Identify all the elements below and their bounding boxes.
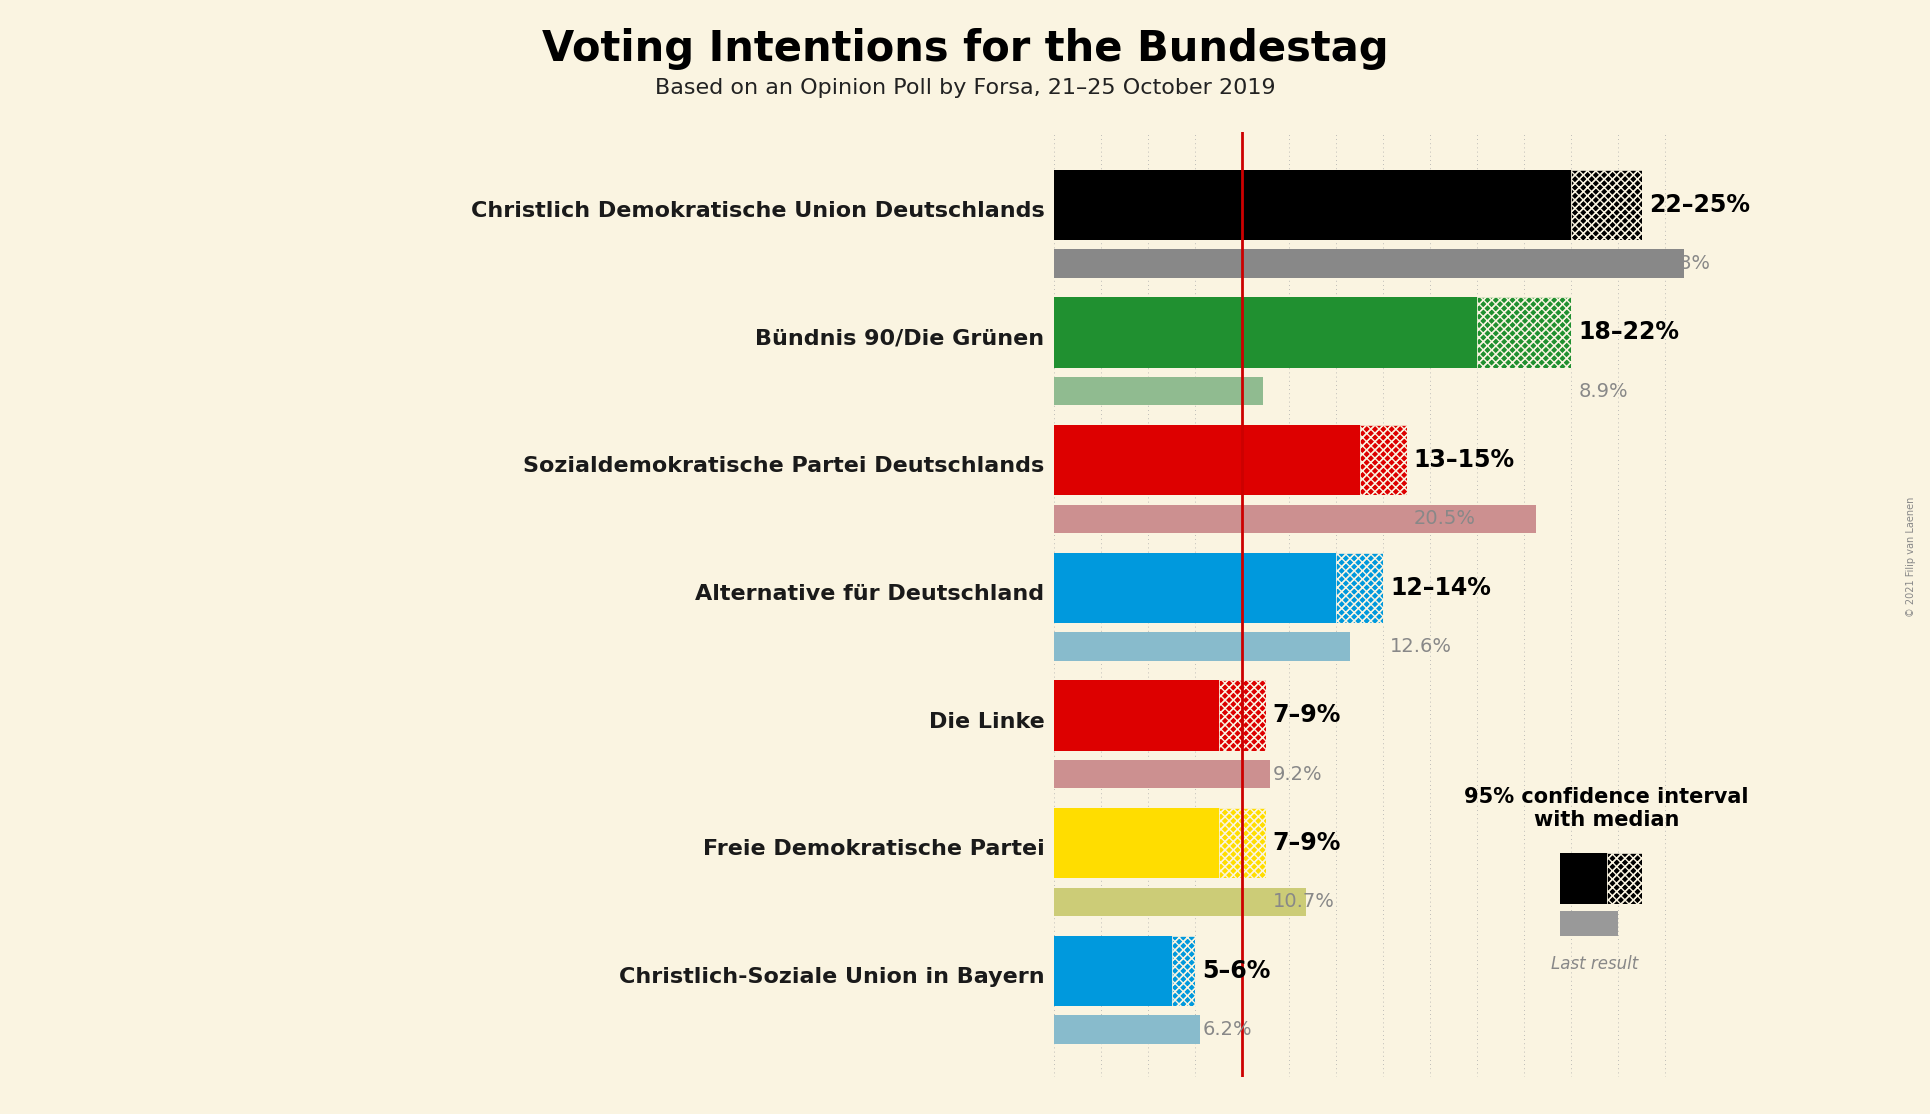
Text: 18–22%: 18–22% — [1579, 321, 1679, 344]
Text: 95% confidence interval
with median: 95% confidence interval with median — [1465, 786, 1749, 830]
Text: Christlich Demokratische Union Deutschlands: Christlich Demokratische Union Deutschla… — [471, 202, 1044, 221]
Bar — [1172, 936, 1195, 1006]
Text: Die Linke: Die Linke — [928, 712, 1044, 732]
Bar — [1606, 853, 1642, 905]
Text: 7–9%: 7–9% — [1272, 703, 1341, 727]
Bar — [1054, 553, 1336, 623]
Bar — [1336, 553, 1384, 623]
Bar — [1218, 681, 1266, 751]
Bar — [1336, 553, 1384, 623]
Bar — [1054, 633, 1351, 661]
Text: 8.9%: 8.9% — [1579, 382, 1629, 401]
Bar — [1054, 936, 1172, 1006]
Bar — [1359, 424, 1407, 496]
Text: 13–15%: 13–15% — [1415, 448, 1515, 472]
Text: Voting Intentions for the Bundestag: Voting Intentions for the Bundestag — [542, 28, 1388, 70]
Bar — [1054, 808, 1218, 878]
Text: 5–6%: 5–6% — [1202, 959, 1270, 983]
Bar — [1559, 853, 1606, 905]
Bar — [1054, 1016, 1200, 1044]
Bar — [1359, 424, 1407, 496]
Text: 20.5%: 20.5% — [1415, 509, 1476, 528]
Bar — [1054, 505, 1536, 532]
Bar — [1571, 169, 1642, 240]
Text: 12–14%: 12–14% — [1390, 576, 1492, 599]
Bar — [1172, 936, 1195, 1006]
Bar — [1218, 681, 1266, 751]
Bar — [1218, 808, 1266, 878]
Bar — [1571, 169, 1642, 240]
Text: © 2021 Filip van Laenen: © 2021 Filip van Laenen — [1907, 497, 1916, 617]
Text: 10.7%: 10.7% — [1272, 892, 1334, 911]
Bar — [1218, 808, 1266, 878]
Text: 9.2%: 9.2% — [1272, 764, 1322, 783]
Text: Freie Demokratische Partei: Freie Demokratische Partei — [703, 840, 1044, 860]
Bar — [1218, 681, 1266, 751]
Text: Last result: Last result — [1552, 956, 1639, 974]
Bar — [1054, 424, 1359, 496]
Bar — [1054, 888, 1305, 916]
Text: Sozialdemokratische Partei Deutschlands: Sozialdemokratische Partei Deutschlands — [523, 457, 1044, 477]
Text: Bündnis 90/Die Grünen: Bündnis 90/Die Grünen — [755, 329, 1044, 349]
Bar — [1054, 681, 1218, 751]
Text: 26.8%: 26.8% — [1648, 254, 1710, 273]
Bar — [1606, 853, 1642, 905]
Text: 6.2%: 6.2% — [1202, 1020, 1253, 1039]
Text: 22–25%: 22–25% — [1648, 193, 1751, 217]
Bar — [1054, 378, 1264, 405]
Bar — [1172, 936, 1195, 1006]
Bar — [1571, 169, 1642, 240]
Text: 12.6%: 12.6% — [1390, 637, 1451, 656]
Text: Based on an Opinion Poll by Forsa, 21–25 October 2019: Based on an Opinion Poll by Forsa, 21–25… — [654, 78, 1276, 98]
Bar — [1218, 808, 1266, 878]
Bar — [1054, 760, 1270, 789]
Bar — [1476, 297, 1571, 368]
Bar — [1054, 169, 1571, 240]
Text: 7–9%: 7–9% — [1272, 831, 1341, 856]
Bar — [1476, 297, 1571, 368]
Bar — [1054, 250, 1685, 277]
Bar — [1606, 853, 1642, 905]
Text: Alternative für Deutschland: Alternative für Deutschland — [695, 584, 1044, 604]
Bar — [1054, 297, 1476, 368]
Bar — [1559, 911, 1617, 936]
Bar — [1359, 424, 1407, 496]
Bar — [1336, 553, 1384, 623]
Text: Christlich-Soziale Union in Bayern: Christlich-Soziale Union in Bayern — [620, 967, 1044, 987]
Bar — [1476, 297, 1571, 368]
